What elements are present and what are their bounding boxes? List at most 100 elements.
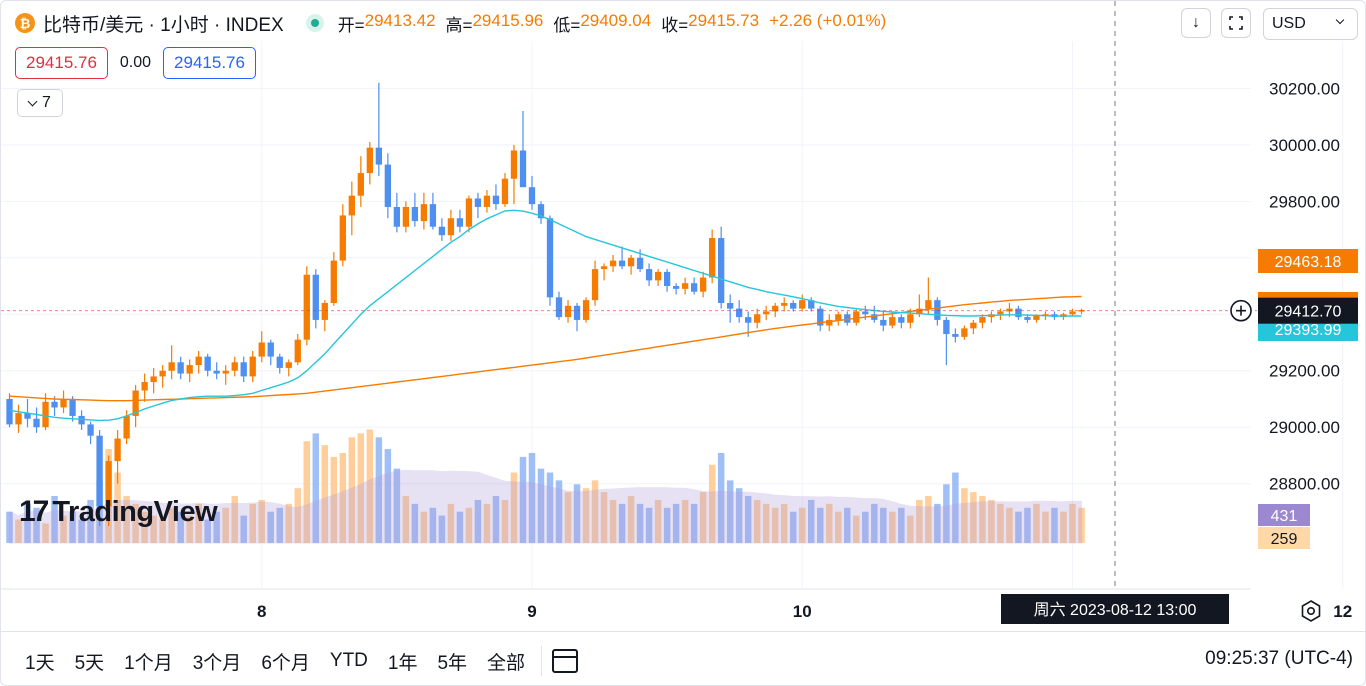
candle-body (456, 218, 464, 227)
candle-body (105, 461, 112, 507)
candle-body (78, 415, 85, 425)
volume-bar (1060, 511, 1067, 543)
volume-bar (384, 449, 392, 543)
candles (6, 82, 1085, 527)
volume-bar (456, 511, 464, 543)
volume-bar (1033, 503, 1040, 543)
candle-body (519, 150, 527, 188)
range-1y[interactable]: 1年 (387, 652, 418, 674)
candle-body (916, 308, 923, 315)
candle-body (799, 300, 806, 309)
crosshair-price-tag (1258, 297, 1358, 324)
indicators-toggle-button[interactable]: 7 (17, 89, 63, 117)
candle-body (501, 178, 509, 205)
candle-body (87, 424, 94, 436)
volume-bar (717, 452, 725, 543)
volume-bar (744, 496, 752, 543)
candle-body (961, 328, 968, 337)
candle-body (925, 300, 932, 309)
candle-body (898, 317, 905, 323)
candle-body (1033, 315, 1040, 320)
candle-body (871, 314, 878, 320)
candle-body (844, 314, 851, 323)
volume-bar (465, 507, 473, 543)
candle-body (510, 150, 518, 179)
volume-bar (33, 507, 40, 543)
candle-body (384, 164, 392, 207)
volume-bar (303, 441, 311, 543)
symbol-title[interactable]: 比特币/美元 · 1小时 · INDEX (43, 14, 284, 36)
settings-icon[interactable] (1299, 599, 1323, 623)
range-5d[interactable]: 5天 (74, 652, 105, 674)
timeframe-selector: 1天 5天 1个月 3个月 6个月 YTD 1年 5年 全部 (15, 646, 579, 676)
volume-bar (249, 503, 256, 543)
range-6m[interactable]: 6个月 (261, 652, 310, 674)
volume-bar (132, 503, 139, 543)
low-value: 29409.04 (580, 10, 652, 30)
volume-bar (510, 472, 518, 543)
volume-bar (826, 503, 833, 543)
candle-body (348, 195, 355, 216)
volume-bar (195, 503, 202, 543)
high-label: 高= (445, 15, 473, 35)
buy-button[interactable]: 29415.76 (163, 47, 256, 79)
volume-bar (708, 464, 716, 543)
volume-bar (537, 468, 545, 543)
candle-body (357, 173, 364, 196)
candle-body (312, 274, 319, 320)
market-status-icon[interactable] (305, 14, 324, 32)
volume-tag-label: 259 (1271, 531, 1298, 548)
fullscreen-icon (1229, 16, 1243, 30)
range-3m[interactable]: 3个月 (192, 652, 242, 674)
range-1d[interactable]: 1天 (25, 652, 55, 674)
volume-bar (645, 507, 653, 543)
candle-body (249, 356, 256, 377)
candle-body (393, 206, 401, 227)
calendar-icon[interactable] (552, 649, 579, 673)
range-1m[interactable]: 1个月 (124, 652, 173, 674)
currency-select[interactable]: USD (1263, 8, 1358, 40)
close-value: 29415.73 (688, 10, 760, 30)
volume-bar (582, 488, 590, 543)
volume-bar (69, 511, 76, 543)
candle-body (781, 302, 788, 306)
volume-bar (997, 503, 1004, 543)
price-axis: 28800.0029000.0029200.0029400.0029600.00… (1269, 79, 1340, 493)
candle-body (835, 314, 842, 320)
fullscreen-button[interactable] (1221, 8, 1251, 38)
volume-bar (321, 445, 329, 543)
candle-body (979, 317, 986, 323)
download-button[interactable]: ↓ (1181, 8, 1211, 38)
range-5y[interactable]: 5年 (437, 652, 468, 674)
volume-bar (411, 503, 419, 543)
volume-bar (1042, 511, 1049, 543)
volume-bar (285, 503, 293, 543)
volume-bar (853, 515, 860, 543)
candle-body (267, 342, 274, 357)
candle-body (546, 218, 554, 298)
price-tick-label: 29200.00 (1269, 362, 1340, 381)
candle-body (303, 274, 310, 340)
candle-body (654, 271, 662, 281)
volume-bar (429, 507, 437, 543)
volume-bar (798, 507, 806, 543)
download-icon: ↓ (1192, 14, 1200, 31)
volume-bar (835, 511, 842, 543)
candle-body (204, 356, 211, 371)
volume-bar (267, 511, 274, 543)
candle-body (880, 319, 887, 326)
ma-fast-line (9, 209, 1082, 422)
indicator-count: 7 (42, 94, 51, 111)
clock[interactable]: 09:25:37 (UTC-4) (1205, 648, 1353, 669)
volume-bar (141, 511, 148, 543)
candle-body (934, 300, 941, 320)
candle-body (745, 317, 752, 323)
sell-button[interactable]: 29415.76 (15, 47, 108, 79)
candle-body (1024, 317, 1031, 320)
candle-body (222, 370, 229, 374)
volume-bar (979, 496, 986, 543)
range-ytd[interactable]: YTD (329, 650, 368, 671)
range-all[interactable]: 全部 (487, 652, 526, 674)
volume-bar (60, 515, 67, 543)
